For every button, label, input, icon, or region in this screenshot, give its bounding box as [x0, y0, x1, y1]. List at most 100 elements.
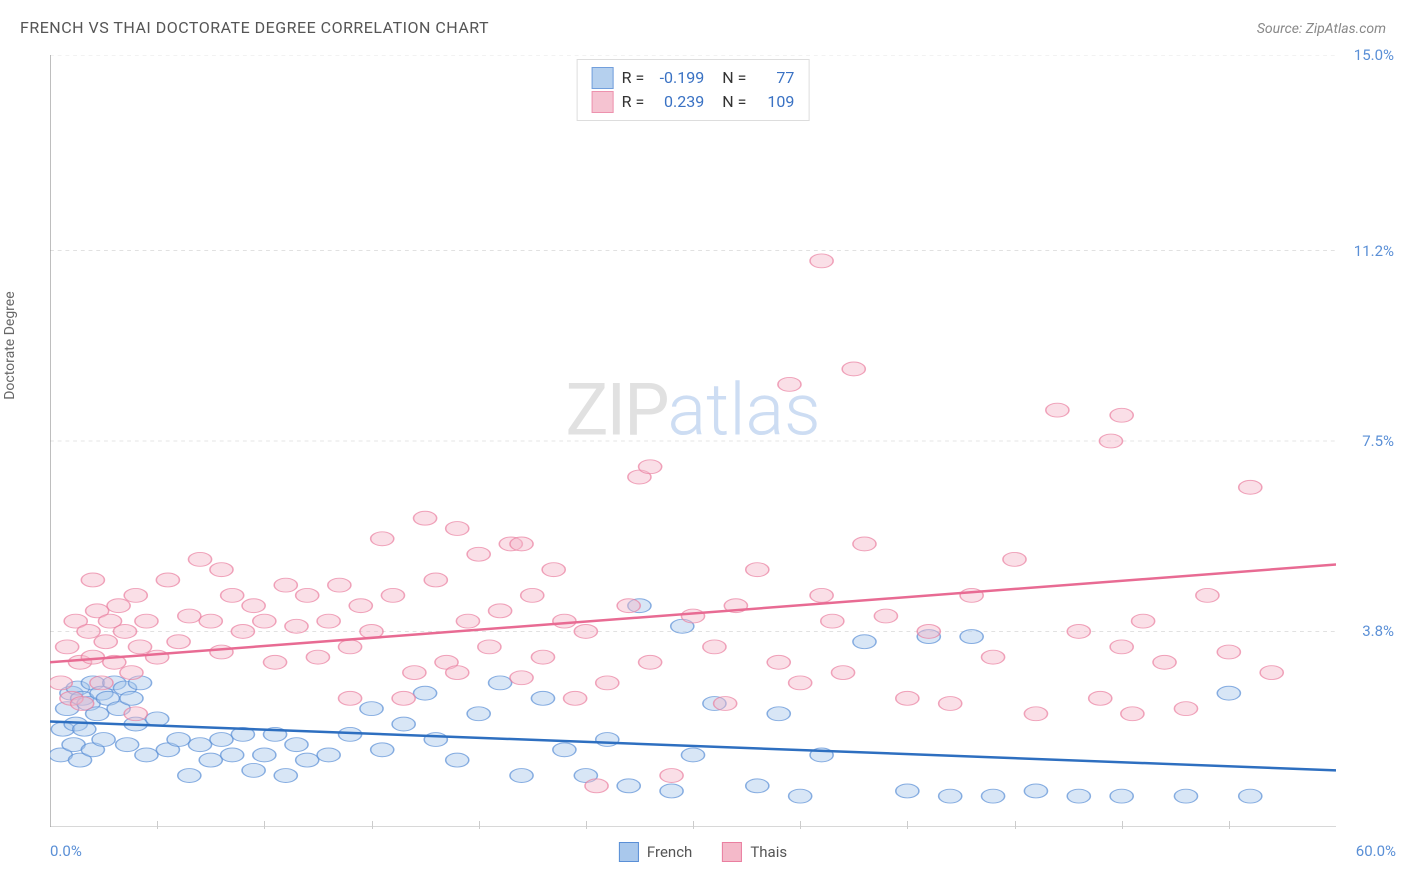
data-point — [478, 640, 501, 654]
data-point — [617, 779, 640, 793]
chart-title: FRENCH VS THAI DOCTORATE DEGREE CORRELAT… — [20, 18, 489, 37]
x-tick — [907, 821, 908, 829]
data-point — [446, 753, 469, 767]
data-point — [210, 563, 233, 577]
data-point — [596, 676, 619, 690]
y-tick-label: 3.8% — [1344, 622, 1394, 640]
legend-row: R =-0.199N =77 — [592, 66, 795, 90]
data-point — [1089, 691, 1112, 705]
data-point — [199, 614, 222, 628]
legend-n-label: N = — [722, 90, 746, 114]
data-point — [274, 769, 297, 783]
stats-legend: R =-0.199N =77R =0.239N =109 — [577, 59, 810, 121]
data-point — [767, 707, 790, 721]
data-point — [746, 779, 769, 793]
data-point — [1110, 789, 1133, 803]
data-point — [210, 645, 233, 659]
data-point — [210, 733, 233, 747]
data-point — [253, 614, 276, 628]
x-tick — [693, 821, 694, 829]
data-point — [94, 635, 117, 649]
data-point — [71, 697, 94, 711]
data-point — [381, 588, 404, 602]
data-point — [296, 753, 319, 767]
data-point — [124, 588, 147, 602]
x-tick — [264, 821, 265, 829]
data-point — [188, 738, 211, 752]
data-point — [446, 666, 469, 680]
data-point — [124, 707, 147, 721]
data-point — [1217, 645, 1240, 659]
data-point — [285, 738, 308, 752]
data-point — [1174, 789, 1197, 803]
x-axis-max-label: 60.0% — [1356, 842, 1396, 860]
data-point — [349, 599, 372, 613]
legend-swatch — [722, 842, 742, 862]
data-point — [1046, 403, 1069, 417]
data-point — [242, 599, 265, 613]
data-point — [392, 691, 415, 705]
data-point — [263, 655, 286, 669]
data-point — [1239, 480, 1262, 494]
data-point — [521, 588, 544, 602]
data-point — [120, 666, 143, 680]
data-point — [135, 614, 158, 628]
data-point — [810, 588, 833, 602]
legend-r-value: -0.199 — [652, 66, 704, 90]
data-point — [831, 666, 854, 680]
data-point — [531, 691, 554, 705]
data-point — [789, 676, 812, 690]
x-axis-min-label: 0.0% — [50, 842, 82, 860]
data-point — [896, 784, 919, 798]
data-point — [424, 573, 447, 587]
data-point — [1174, 702, 1197, 716]
data-point — [317, 748, 340, 762]
legend-swatch — [592, 91, 614, 113]
data-point — [917, 624, 940, 638]
y-tick-label: 7.5% — [1344, 432, 1394, 450]
x-tick — [1229, 821, 1230, 829]
data-point — [296, 588, 319, 602]
x-tick — [372, 821, 373, 829]
data-point — [371, 532, 394, 546]
data-point — [392, 717, 415, 731]
data-point — [681, 748, 704, 762]
data-point — [456, 614, 479, 628]
legend-n-label: N = — [722, 66, 746, 90]
data-point — [77, 624, 100, 638]
data-point — [403, 666, 426, 680]
data-point — [1067, 624, 1090, 638]
data-point — [414, 686, 437, 700]
data-point — [767, 655, 790, 669]
series-legend: FrenchThais — [619, 842, 787, 862]
data-point — [285, 619, 308, 633]
data-point — [317, 614, 340, 628]
legend-swatch — [592, 67, 614, 89]
data-point — [853, 635, 876, 649]
data-point — [681, 609, 704, 623]
data-point — [896, 691, 919, 705]
data-point — [146, 712, 169, 726]
data-point — [1024, 784, 1047, 798]
data-point — [810, 254, 833, 268]
data-point — [939, 789, 962, 803]
legend-r-label: R = — [622, 66, 645, 90]
data-point — [178, 769, 201, 783]
data-point — [531, 650, 554, 664]
data-point — [746, 563, 769, 577]
data-point — [639, 460, 662, 474]
legend-r-value: 0.239 — [652, 90, 704, 114]
y-tick-label: 15.0% — [1344, 46, 1394, 64]
data-point — [1003, 552, 1026, 566]
data-point — [188, 552, 211, 566]
x-tick — [800, 821, 801, 829]
data-point — [510, 537, 533, 551]
data-point — [120, 691, 143, 705]
data-point — [489, 676, 512, 690]
data-point — [1110, 640, 1133, 654]
data-point — [1067, 789, 1090, 803]
data-point — [167, 635, 190, 649]
data-point — [542, 563, 565, 577]
data-point — [128, 640, 151, 654]
data-point — [467, 547, 490, 561]
